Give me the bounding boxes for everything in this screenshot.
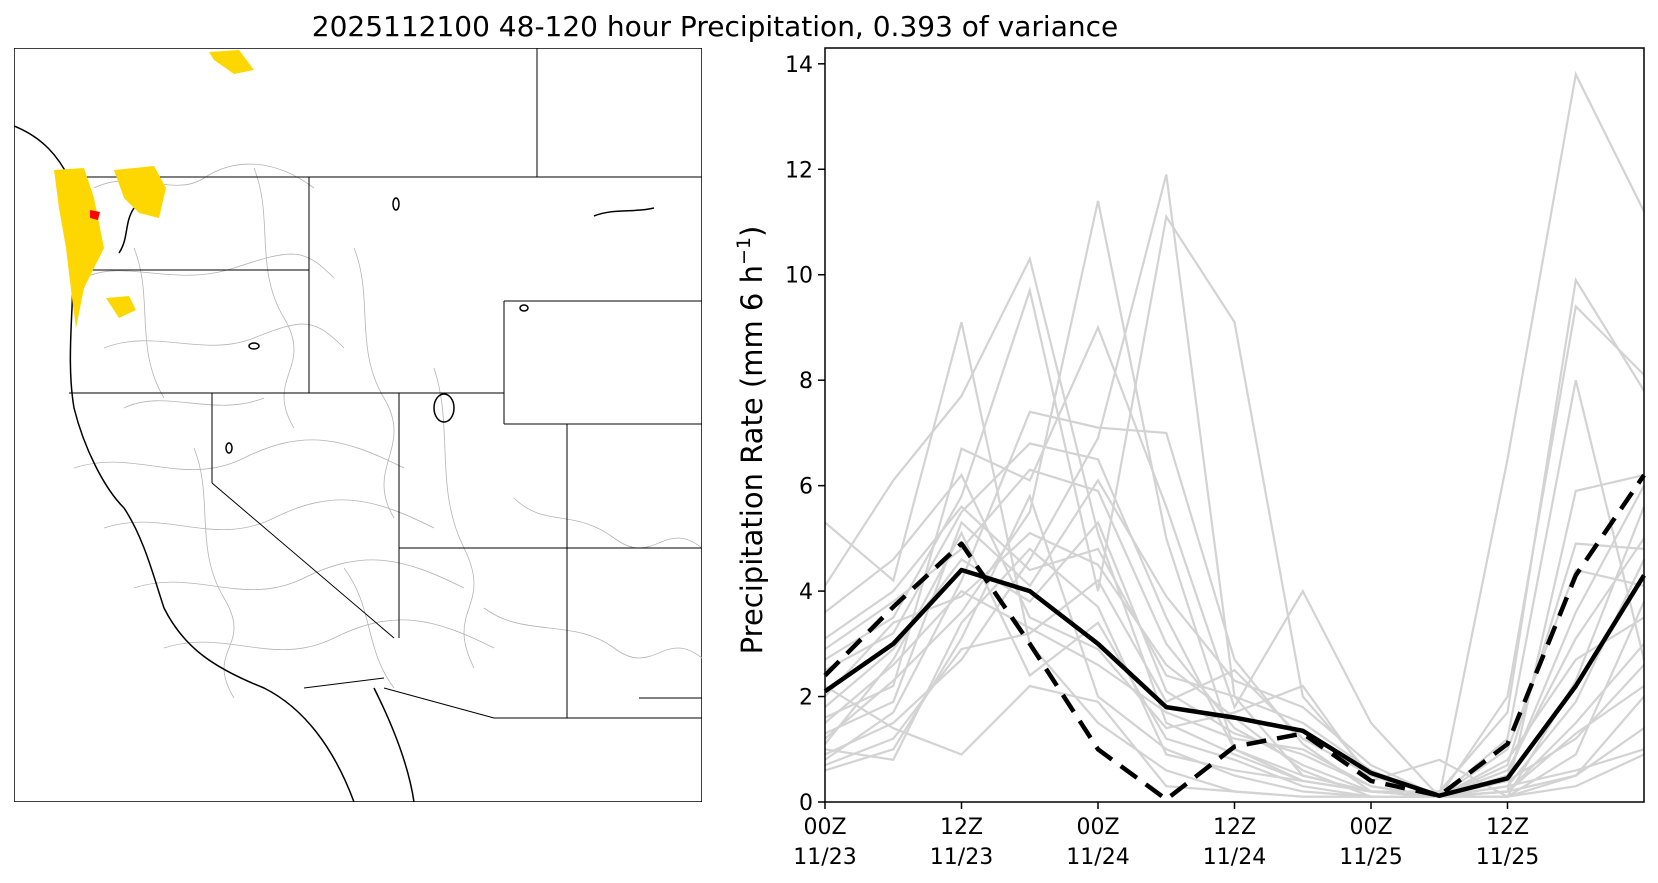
- y-axis-label-exponent: −1: [733, 237, 755, 265]
- ensemble-members: [824, 70, 1646, 799]
- member-line-20: [824, 468, 1645, 798]
- y-axis-label-main: Precipitation Rate (mm 6 h: [735, 265, 769, 654]
- x-tick-label-date: 11/23: [793, 845, 856, 870]
- mean-line: [823, 567, 1646, 798]
- member-line-5: [824, 213, 1645, 798]
- x-tick-label-date: 11/23: [930, 845, 993, 870]
- state-borders: [64, 48, 702, 719]
- y-tick-label: 2: [799, 686, 813, 711]
- summary-lines: [823, 473, 1646, 802]
- member-line-4: [824, 174, 1646, 798]
- x-tick-label-date: 11/25: [1339, 845, 1402, 870]
- figure-title: 2025112100 48-120 hour Precipitation, 0.…: [311, 10, 1119, 43]
- x-tick-label-time: 00Z: [803, 815, 846, 840]
- basin-map: [14, 48, 702, 802]
- member-line-16: [824, 505, 1645, 798]
- x-tick-label-time: 00Z: [1349, 815, 1392, 840]
- y-axis-label: Precipitation Rate (mm 6 h−1): [733, 226, 769, 655]
- x-tick-label-time: 12Z: [1213, 815, 1256, 840]
- member-line-19: [824, 578, 1645, 798]
- member-line-14: [824, 520, 1645, 798]
- highlighted-basins: [54, 50, 254, 328]
- x-axis: 00Z 11/23 12Z 11/23 00Z 11/24 12Z 11/24 00Z 11/25…: [793, 802, 1539, 870]
- x-tick-label-time: 12Z: [1486, 815, 1529, 840]
- y-tick-label: 12: [785, 158, 813, 183]
- deterministic-line: [823, 473, 1646, 802]
- member-line-7: [824, 276, 1645, 793]
- member-line-13: [824, 493, 1645, 798]
- y-tick-label: 10: [785, 264, 813, 289]
- peak-basin: [90, 210, 100, 220]
- x-tick-label-date: 11/24: [1066, 845, 1129, 870]
- member-line-18: [824, 684, 1645, 798]
- member-line-12: [824, 530, 1645, 798]
- x-tick-label-time: 00Z: [1076, 815, 1119, 840]
- y-axis: 0 2 4 6 8 10 12 14: [785, 53, 825, 816]
- y-tick-label: 14: [785, 53, 813, 78]
- member-line-2: [824, 70, 1645, 798]
- lakes: [225, 197, 529, 454]
- x-tick-label-time: 12Z: [940, 815, 983, 840]
- y-tick-label: 8: [799, 369, 813, 394]
- member-line-6: [824, 304, 1645, 799]
- x-tick-label-date: 11/25: [1476, 845, 1539, 870]
- y-tick-label: 4: [799, 580, 813, 605]
- y-axis-label-close: ): [735, 226, 769, 237]
- y-tick-label: 6: [799, 475, 813, 500]
- y-tick-label: 0: [799, 791, 813, 816]
- x-tick-label-date: 11/24: [1203, 845, 1266, 870]
